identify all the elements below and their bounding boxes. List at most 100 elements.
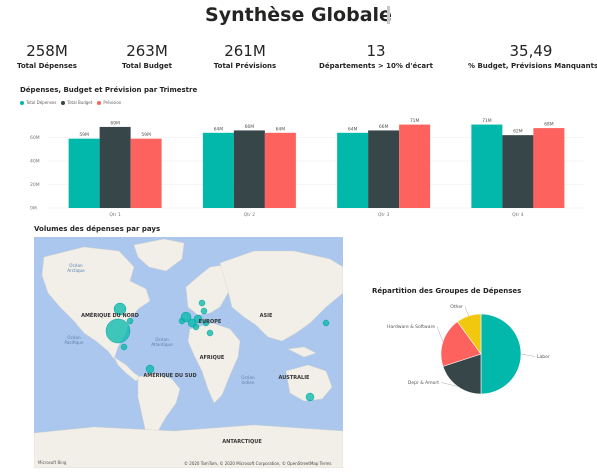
kpi-card-total-budget[interactable]: 263M Total Budget bbox=[117, 42, 177, 70]
pie-slice[interactable] bbox=[480, 313, 522, 395]
bar-data-label: 64M bbox=[214, 126, 224, 132]
legend-label: Total Budget bbox=[67, 100, 93, 105]
map-landmass bbox=[41, 246, 151, 360]
pie-chart-title: Répartition des Groupes de Dépenses bbox=[372, 287, 522, 295]
bar-data-label: 66M bbox=[379, 124, 389, 130]
x-tick-label: Qtr 2 bbox=[244, 212, 256, 218]
map-landmass bbox=[34, 424, 343, 468]
kpi-label: Total Prévisions bbox=[213, 62, 277, 70]
map-label-arctic: Océan Arctique bbox=[67, 263, 85, 273]
bar[interactable] bbox=[68, 138, 100, 208]
bar[interactable] bbox=[99, 126, 131, 208]
kpi-card-budget-manquants[interactable]: 35,49 % Budget, Prévisions Manquants bbox=[468, 42, 597, 70]
bar-data-label: 59M bbox=[79, 132, 89, 138]
legend-item[interactable]: Prévision bbox=[97, 100, 121, 105]
legend-item[interactable]: Total Dépenses bbox=[20, 100, 56, 105]
bar[interactable] bbox=[202, 132, 234, 208]
y-tick-label: 20M bbox=[30, 182, 40, 188]
map-label-indian: Océan Indien bbox=[241, 375, 255, 385]
map-bubble bbox=[180, 311, 192, 323]
pie-leader-line bbox=[440, 382, 458, 387]
kpi-value: 35,49 bbox=[509, 42, 553, 60]
legend-item[interactable]: Total Budget bbox=[61, 100, 92, 105]
bar-data-label: 69M bbox=[110, 120, 120, 126]
map-landmass bbox=[285, 364, 333, 402]
kpi-value: 263M bbox=[126, 42, 168, 60]
map-bubble bbox=[200, 307, 208, 315]
map-landmass bbox=[133, 238, 185, 272]
map-bubble bbox=[198, 299, 206, 307]
map-label-australia: AUSTRALIE bbox=[279, 375, 311, 381]
y-tick-label: 0M bbox=[30, 206, 37, 212]
x-tick-label: Qtr 3 bbox=[378, 212, 390, 218]
spend-map[interactable]: Océan Arctique Océan Pacifique Océan Atlant… bbox=[34, 237, 343, 468]
pie-slice-label: Depr & Amort bbox=[408, 380, 439, 386]
map-label-asia: ASIE bbox=[260, 313, 273, 319]
pie-slice[interactable] bbox=[457, 313, 482, 355]
map-landmass bbox=[185, 264, 231, 316]
bar-chart-title: Dépenses, Budget et Prévision par Trimes… bbox=[20, 86, 198, 94]
bar[interactable] bbox=[130, 138, 162, 208]
map-bubble bbox=[305, 392, 315, 402]
bar-data-label: 71M bbox=[410, 118, 420, 124]
pie-leader-line bbox=[436, 326, 444, 342]
kpi-card-total-previsions[interactable]: 261M Total Prévisions bbox=[212, 42, 278, 70]
kpi-card-total-depenses[interactable]: 258M Total Dépenses bbox=[14, 42, 80, 70]
map-land-layer: Océan Arctique Océan Pacifique Océan Atlant… bbox=[34, 238, 343, 468]
bar-data-label: 64M bbox=[348, 126, 358, 132]
map-bubble bbox=[126, 317, 134, 325]
bar-data-label: 64M bbox=[276, 126, 286, 132]
bar[interactable] bbox=[533, 128, 565, 208]
map-credit[interactable]: © 2020 TomTom, © 2020 Microsoft Corporat… bbox=[184, 461, 332, 466]
map-bubble bbox=[120, 343, 128, 351]
bar-data-label: 62M bbox=[513, 129, 523, 135]
map-bubble bbox=[192, 323, 200, 331]
y-tick-label: 60M bbox=[30, 135, 40, 141]
x-tick-label: Qtr 4 bbox=[512, 212, 524, 218]
pie-leader-line bbox=[520, 353, 536, 357]
legend-swatch bbox=[97, 100, 102, 105]
bar[interactable] bbox=[471, 124, 503, 208]
map-bubble bbox=[202, 319, 210, 327]
bar-data-label: 59M bbox=[141, 132, 151, 138]
bar[interactable] bbox=[337, 132, 369, 208]
kpi-card-departements-ecart[interactable]: 13 Départements > 10% d'écart bbox=[316, 42, 436, 70]
map-bubble bbox=[322, 319, 330, 327]
pie-slice-label: Labor bbox=[537, 354, 550, 360]
bar[interactable] bbox=[233, 130, 265, 208]
bing-logo: Microsoft Bing bbox=[38, 460, 67, 465]
bar-data-label: 66M bbox=[245, 124, 255, 130]
kpi-label: % Budget, Prévisions Manquants bbox=[468, 62, 597, 70]
bar-chart[interactable]: 0M 20M 40M 60M 59M 69M 59M Qtr 1 64M 66M 64M Qtr 2 6… bbox=[0, 108, 597, 223]
map-bubbles bbox=[105, 299, 330, 402]
bar[interactable] bbox=[368, 130, 400, 208]
map-label-pacific: Océan Pacifique bbox=[65, 335, 84, 345]
legend-swatch bbox=[20, 100, 24, 105]
y-tick-label: 40M bbox=[30, 159, 40, 165]
kpi-value: 258M bbox=[26, 42, 68, 60]
map-bubble bbox=[206, 329, 214, 337]
map-landmass bbox=[113, 356, 141, 382]
map-label-north-america: AMÉRIQUE DU NORD bbox=[81, 311, 139, 319]
map-label-europe: EUROPE bbox=[199, 319, 222, 325]
kpi-label: Départements > 10% d'écart bbox=[319, 62, 433, 70]
legend-label: Prévision bbox=[103, 100, 122, 105]
map-label-antarctica: ANTARCTIQUE bbox=[222, 439, 262, 445]
map-bubble bbox=[193, 314, 203, 324]
map-label-atlantic: Océan Atlantique bbox=[151, 337, 173, 347]
map-landmass bbox=[219, 250, 343, 342]
legend-swatch bbox=[61, 100, 66, 105]
bar[interactable] bbox=[502, 135, 534, 208]
map-title: Volumes des dépenses par pays bbox=[34, 225, 161, 233]
legend-label: Total Dépenses bbox=[26, 100, 57, 105]
title-divider bbox=[387, 6, 390, 24]
bar-chart-legend: Total Dépenses Total Budget Prévision bbox=[20, 100, 121, 105]
map-bubble bbox=[145, 364, 155, 374]
map-bubble bbox=[113, 302, 127, 316]
page-title: Synthèse Globale bbox=[205, 4, 392, 26]
bar[interactable] bbox=[264, 132, 296, 208]
bar[interactable] bbox=[399, 124, 431, 208]
pie-slice-label: Other bbox=[450, 304, 463, 310]
pie-chart[interactable]: Labor Depr & Amort Hardware & Software Othe… bbox=[360, 298, 590, 406]
kpi-label: Total Dépenses bbox=[17, 62, 77, 70]
